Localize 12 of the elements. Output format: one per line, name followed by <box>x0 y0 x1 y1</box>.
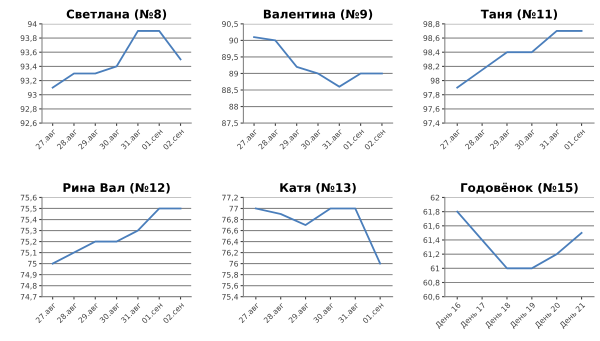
line-series <box>52 30 182 89</box>
chart-title: Таня (№11) <box>480 9 558 20</box>
chart-title: Катя (№13) <box>280 182 356 194</box>
chart-title: Светлана (№8) <box>66 9 166 20</box>
line-series <box>456 30 582 89</box>
line-series <box>456 210 582 270</box>
chart-title: Годовёнок (№15) <box>461 182 578 194</box>
chart-title: Рина Вал (№12) <box>64 182 170 194</box>
chart-title: Валентина (№9) <box>264 9 372 20</box>
line-series <box>254 208 382 265</box>
line-series <box>52 208 182 265</box>
line-series <box>253 36 383 88</box>
